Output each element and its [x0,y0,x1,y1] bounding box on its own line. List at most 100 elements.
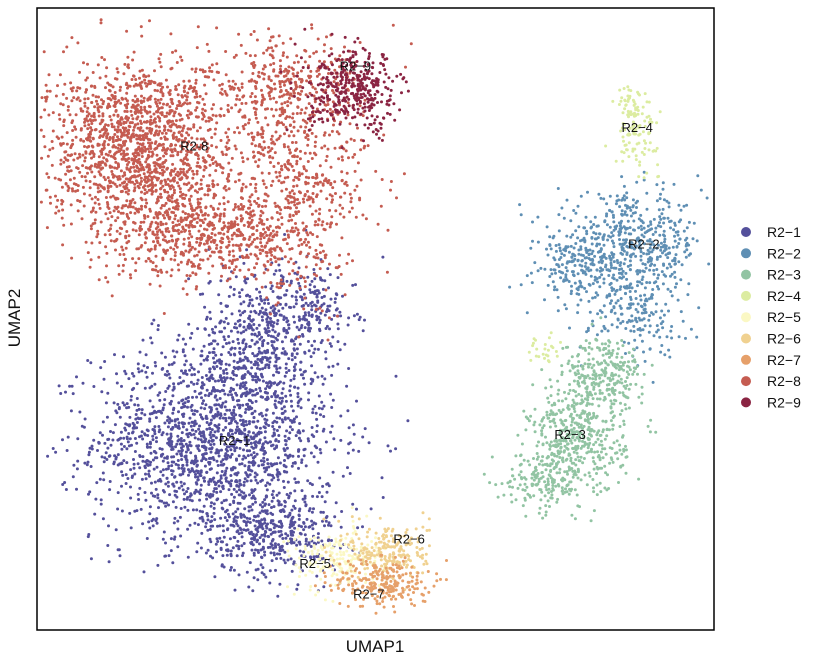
point [392,574,395,578]
point [173,355,177,359]
point [232,388,235,392]
point [593,275,597,279]
point [212,347,216,351]
point [283,561,287,565]
point [336,327,340,331]
point [200,440,204,444]
point [519,453,523,457]
point [177,333,181,337]
point [525,274,529,278]
point [361,525,364,529]
point [274,568,277,572]
point [263,417,267,421]
point [227,351,231,354]
point [601,268,605,272]
point [258,386,262,390]
point [225,519,229,522]
point [258,524,262,528]
point [406,419,410,423]
point [250,548,254,552]
point [540,429,544,433]
point [629,110,633,114]
point [634,108,638,112]
point [372,549,376,553]
point [276,456,280,460]
point [592,467,596,471]
point [273,381,277,385]
point [401,573,405,577]
point [297,328,301,332]
point [278,582,282,586]
point [229,329,233,333]
point [579,344,583,348]
point [637,226,641,230]
point [285,371,288,374]
point [227,416,231,420]
point [275,420,279,424]
point [559,446,563,450]
point [212,339,215,343]
point [176,463,180,467]
point [207,483,211,486]
point [281,420,285,424]
point [580,259,584,262]
point [545,225,549,229]
point [235,544,239,548]
point [310,364,314,368]
point [565,261,569,265]
point [180,406,184,410]
point [294,295,298,299]
point [590,417,593,420]
point [534,465,538,469]
point [235,438,239,442]
point [610,351,614,355]
point [673,270,677,274]
point [574,372,578,376]
point [156,324,160,327]
point [164,541,167,545]
point [201,519,205,523]
point [619,251,623,255]
point [199,434,203,438]
point [349,558,353,562]
point [293,320,296,324]
point [552,467,556,471]
point [624,444,627,448]
point [204,403,208,407]
point [322,302,326,306]
point [355,547,359,551]
point [639,298,643,302]
point [158,499,162,503]
point [51,447,55,450]
point [193,389,197,393]
point [523,496,527,500]
point [317,491,321,494]
point [226,454,230,457]
point [636,284,639,288]
point [627,341,631,345]
point [294,337,298,341]
point [101,517,105,521]
point [261,367,265,371]
point [316,536,320,540]
point [303,318,307,322]
point [345,384,349,388]
point [673,285,677,289]
point [232,293,236,297]
point [283,434,287,438]
point [614,289,618,293]
point [648,268,652,272]
point [210,408,213,412]
point [225,553,229,557]
point [135,382,139,386]
point [279,401,283,405]
point [424,552,428,556]
point [482,472,486,476]
point [274,269,278,273]
point [116,548,120,552]
point [309,377,313,381]
point [609,405,613,409]
point [293,499,297,503]
point [189,492,193,496]
point [605,212,609,216]
